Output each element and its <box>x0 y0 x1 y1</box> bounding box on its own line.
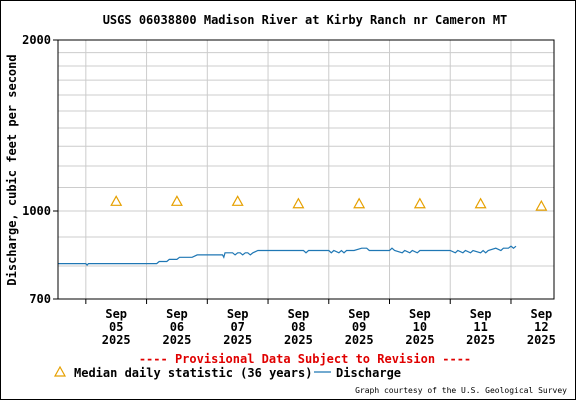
x-tick-label: Sep 11 2025 <box>466 307 495 347</box>
graph-credit: Graph courtesy of the U.S. Geological Su… <box>355 386 567 395</box>
legend-median-triangle-icon <box>53 365 67 377</box>
x-tick-label: Sep 06 2025 <box>162 307 191 347</box>
x-tick-label: Sep 05 2025 <box>102 307 131 347</box>
y-tick-label: 700 <box>29 292 51 306</box>
median-marker <box>170 195 183 206</box>
chart-title: USGS 06038800 Madison River at Kirby Ran… <box>103 13 508 27</box>
x-tick-label: Sep 12 2025 <box>527 307 556 347</box>
median-marker <box>231 195 244 206</box>
y-tick-label: 1000 <box>22 204 51 218</box>
median-marker <box>292 197 305 209</box>
median-marker <box>353 197 366 209</box>
y-axis-label: Discharge, cubic feet per second <box>5 54 19 285</box>
grid-lines <box>58 39 554 300</box>
x-tick-label: Sep 09 2025 <box>345 307 374 347</box>
y-tick-label: 2000 <box>22 33 51 47</box>
x-tick-label: Sep 07 2025 <box>223 307 252 347</box>
legend-median-label: Median daily statistic (36 years) <box>74 366 312 380</box>
series-layer <box>58 195 548 267</box>
provisional-notice: ---- Provisional Data Subject to Revisio… <box>139 352 471 366</box>
x-tick-label: Sep 10 2025 <box>405 307 434 347</box>
median-marker <box>474 197 487 209</box>
x-tick-label: Sep 08 2025 <box>284 307 313 347</box>
legend: Median daily statistic (36 years) Discha… <box>53 365 401 380</box>
median-marker <box>535 199 548 211</box>
median-marker <box>110 195 123 206</box>
legend-discharge-label: Discharge <box>336 366 401 380</box>
median-marker <box>413 197 426 209</box>
plot-area-border <box>57 39 555 300</box>
discharge-line <box>58 245 517 267</box>
axis-ticks: 2000 1000 700 Sep 05 2025 Sep 06 2025 Sep 07 2025 Se… <box>22 33 556 347</box>
